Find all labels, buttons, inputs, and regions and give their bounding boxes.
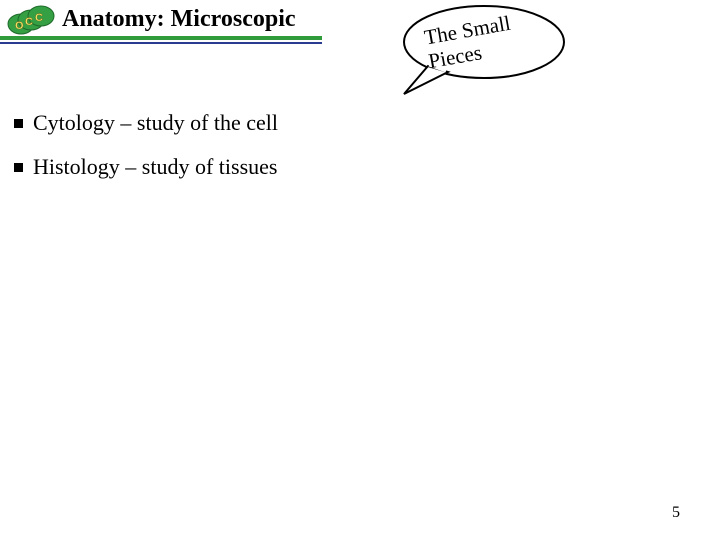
list-item: Cytology – study of the cell	[14, 110, 278, 136]
list-item: Histology – study of tissues	[14, 154, 278, 180]
speech-callout: The Small Pieces	[398, 2, 572, 98]
page-title: Anatomy: Microscopic	[62, 6, 296, 33]
bullet-text: Cytology – study of the cell	[33, 110, 278, 136]
slide-header: O C C Anatomy: Microscopic	[0, 0, 720, 4]
svg-text:C: C	[35, 12, 43, 24]
bullet-marker-icon	[14, 119, 23, 128]
bullet-list: Cytology – study of the cell Histology –…	[14, 110, 278, 198]
bullet-marker-icon	[14, 163, 23, 172]
title-underline	[0, 36, 322, 44]
bullet-text: Histology – study of tissues	[33, 154, 277, 180]
svg-text:O: O	[15, 20, 24, 32]
page-number: 5	[672, 504, 680, 522]
svg-text:C: C	[25, 16, 33, 28]
